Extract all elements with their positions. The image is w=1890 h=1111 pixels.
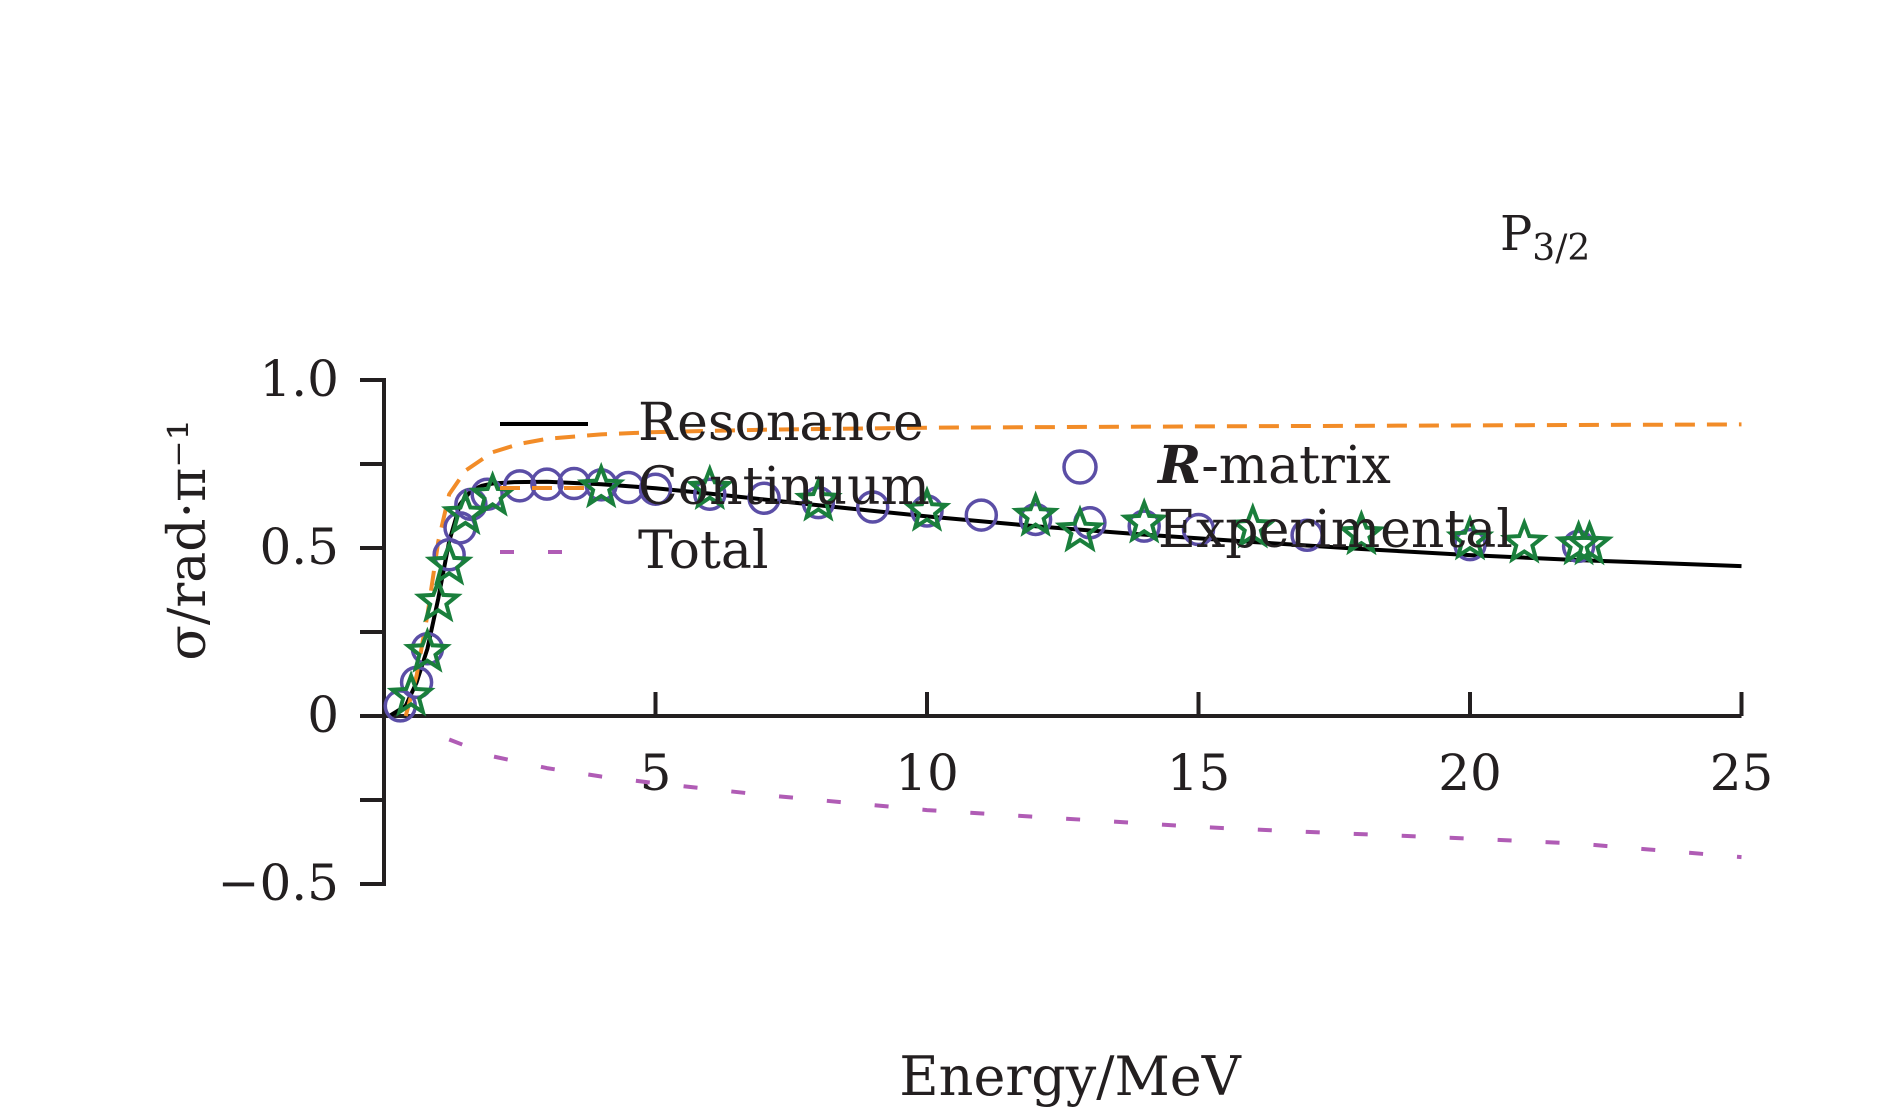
rmatrix-point [557, 466, 591, 501]
y-tick-label: 0.5 [259, 518, 339, 576]
experimental-point [902, 485, 952, 532]
plot-area [383, 422, 1742, 860]
legend-experimental-swatch [1054, 504, 1106, 553]
experimental-point [1119, 497, 1169, 544]
y-tick-label: 0 [307, 686, 339, 744]
x-tick-label: 15 [1167, 744, 1231, 802]
ticks: 1.0 0.5 0 −0.5 5 10 15 20 25 [218, 350, 1774, 912]
rmatrix-point [1290, 518, 1324, 552]
rmatrix-point [1181, 512, 1216, 547]
x-tick-label: 20 [1438, 744, 1502, 802]
rmatrix-point [1127, 509, 1161, 543]
y-tick-label: −0.5 [218, 854, 339, 912]
experimental-point [685, 463, 735, 510]
experimental-point [1011, 490, 1060, 537]
legend-total-label: Total [638, 521, 768, 581]
legend-rmatrix-swatch [1062, 449, 1098, 485]
axes [382, 378, 1742, 886]
p32-annotation-main: P [1500, 206, 1532, 262]
rmatrix-point [1018, 502, 1053, 537]
legend-rmatrix-label: R-matrix [1156, 435, 1391, 496]
legend-rmatrix-label-rest: -matrix [1201, 436, 1391, 496]
experimental-point [1337, 508, 1386, 556]
experimental-point [794, 475, 843, 522]
experimental-point [413, 576, 463, 623]
x-tick-label: 10 [895, 744, 959, 802]
rmatrix-point [530, 467, 564, 501]
p32-annotation: P3/2 [1500, 206, 1590, 269]
rmatrix-point [801, 485, 836, 520]
legend-rmatrix-label-bold: R [1156, 435, 1201, 496]
experimental-point [1565, 518, 1614, 566]
experimental-point [576, 461, 626, 509]
x-tick-label: 5 [640, 744, 672, 802]
legend-experimental-label: Experimental [1158, 500, 1513, 560]
x-tick-label: 25 [1710, 744, 1774, 802]
y-tick-label: 1.0 [259, 350, 339, 408]
rmatrix-point [747, 481, 781, 516]
experimental-point [386, 670, 436, 717]
x-axis-label: Energy/MeV [899, 1045, 1241, 1108]
series-resonance-line [388, 479, 1742, 718]
rmatrix-point [503, 469, 537, 503]
experimental-point [1228, 502, 1278, 549]
rmatrix-point [1453, 527, 1487, 562]
experimental-point [403, 626, 452, 673]
p32-annotation-sub: 3/2 [1532, 228, 1590, 269]
experimental-point [1499, 517, 1549, 564]
experimental-point [441, 488, 490, 536]
rmatrix-point [855, 490, 890, 524]
rmatrix-point [964, 498, 999, 532]
legend-resonance-label: Resonance [638, 393, 924, 453]
legend-continuum-label: Continuum [638, 457, 930, 517]
rmatrix-point [638, 472, 673, 506]
rmatrix-point [693, 477, 727, 511]
series-continuum-line [403, 422, 1742, 717]
y-axis-label: σ/rad·π⁻¹ [158, 419, 218, 660]
experimental-point [1445, 513, 1495, 561]
experimental-point [424, 539, 474, 586]
series-total-line [448, 737, 1742, 860]
